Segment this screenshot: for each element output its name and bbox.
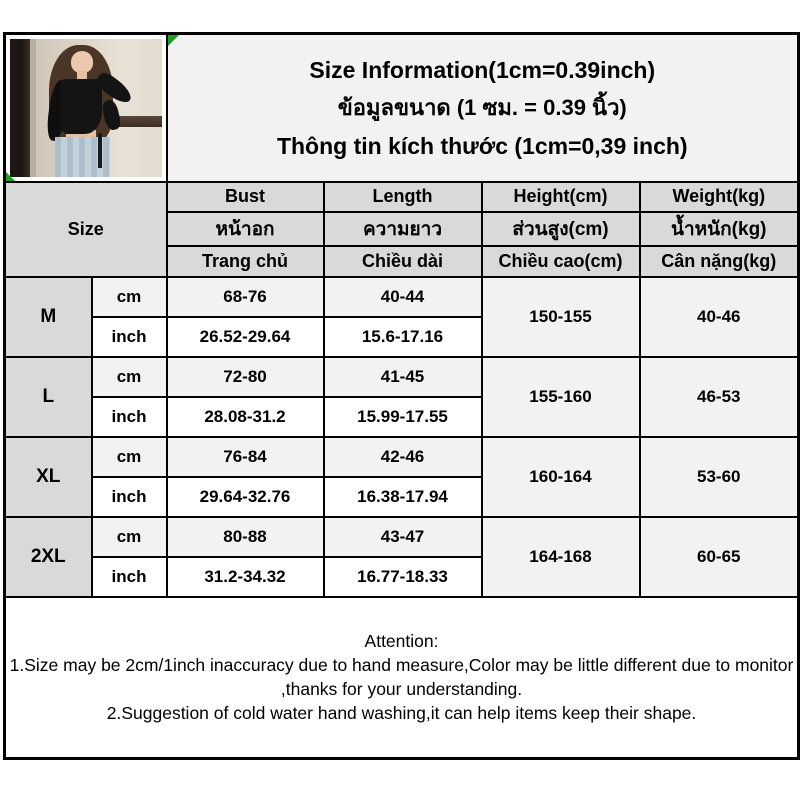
photo-neck-shape bbox=[76, 70, 88, 79]
header-height-th: ส่วนสูง(cm) bbox=[480, 210, 641, 247]
photo-drawstring-shape bbox=[97, 132, 103, 169]
header-bust-th: หน้าอก bbox=[165, 210, 325, 247]
size-label-m: M bbox=[3, 275, 93, 358]
height-value: 155-160 bbox=[480, 355, 641, 438]
length-cm-value: 42-46 bbox=[322, 435, 483, 478]
size-label-l: L bbox=[3, 355, 93, 438]
size-chart-table: Size Information(1cm=0.39inch) ข้อมูลขนา… bbox=[3, 32, 800, 760]
unit-inch-label: inch bbox=[90, 555, 168, 598]
photo-doorframe-shape bbox=[29, 39, 36, 177]
header-bust-en: Bust bbox=[165, 180, 325, 213]
photo-rail-shape bbox=[97, 116, 162, 127]
attention-line-1: 1.Size may be 2cm/1inch inaccuracy due t… bbox=[9, 655, 794, 700]
photo-door-shape bbox=[10, 39, 30, 177]
bust-cm-value: 76-84 bbox=[165, 435, 325, 478]
height-value: 150-155 bbox=[480, 275, 641, 358]
weight-value: 40-46 bbox=[638, 275, 800, 358]
title-vietnamese: Thông tin kích thước (1cm=0,39 inch) bbox=[276, 132, 688, 159]
header-height-vi: Chiều cao(cm) bbox=[480, 244, 641, 278]
length-inch-value: 15.6-17.16 bbox=[322, 315, 483, 358]
header-weight-en: Weight(kg) bbox=[638, 180, 800, 213]
header-weight-th: น้ำหนัก(kg) bbox=[638, 210, 800, 247]
bust-inch-value: 31.2-34.32 bbox=[165, 555, 325, 598]
header-weight-vi: Cân nặng(kg) bbox=[638, 244, 800, 278]
header-bust-vi: Trang chủ bbox=[165, 244, 325, 278]
unit-cm-label: cm bbox=[90, 515, 168, 558]
length-inch-value: 15.99-17.55 bbox=[322, 395, 483, 438]
attention-note: Attention: 1.Size may be 2cm/1inch inacc… bbox=[3, 595, 800, 760]
length-cm-value: 40-44 bbox=[322, 275, 483, 318]
height-value: 164-168 bbox=[480, 515, 641, 598]
size-column-header: Size bbox=[3, 180, 168, 278]
unit-inch-label: inch bbox=[90, 315, 168, 358]
bust-cm-value: 68-76 bbox=[165, 275, 325, 318]
bust-inch-value: 29.64-32.76 bbox=[165, 475, 325, 518]
attention-line-2: 2.Suggestion of cold water hand washing,… bbox=[106, 703, 697, 724]
length-inch-value: 16.38-17.94 bbox=[322, 475, 483, 518]
title-thai: ข้อมูลขนาด (1 ซม. = 0.39 นิ้ว) bbox=[337, 94, 627, 120]
photo-black-top-shape bbox=[59, 78, 103, 134]
header-height-en: Height(cm) bbox=[480, 180, 641, 213]
unit-cm-label: cm bbox=[90, 355, 168, 398]
bust-cm-value: 72-80 bbox=[165, 355, 325, 398]
length-inch-value: 16.77-18.33 bbox=[322, 555, 483, 598]
weight-value: 46-53 bbox=[638, 355, 800, 438]
unit-inch-label: inch bbox=[90, 475, 168, 518]
green-corner-marker-title bbox=[168, 35, 179, 46]
bust-cm-value: 80-88 bbox=[165, 515, 325, 558]
photo-waist-shape bbox=[66, 129, 97, 138]
length-cm-value: 43-47 bbox=[322, 515, 483, 558]
model-photo bbox=[10, 39, 162, 177]
bust-inch-value: 28.08-31.2 bbox=[165, 395, 325, 438]
photo-face-shape bbox=[70, 51, 94, 74]
unit-cm-label: cm bbox=[90, 435, 168, 478]
model-photo-cell bbox=[3, 32, 168, 183]
unit-cm-label: cm bbox=[90, 275, 168, 318]
header-length-en: Length bbox=[322, 180, 483, 213]
title-english: Size Information(1cm=0.39inch) bbox=[309, 56, 656, 83]
weight-value: 53-60 bbox=[638, 435, 800, 518]
unit-inch-label: inch bbox=[90, 395, 168, 438]
size-label-xl: XL bbox=[3, 435, 93, 518]
height-value: 160-164 bbox=[480, 435, 641, 518]
green-corner-marker-photo bbox=[6, 171, 15, 180]
weight-value: 60-65 bbox=[638, 515, 800, 598]
header-length-th: ความยาว bbox=[322, 210, 483, 247]
attention-heading: Attention: bbox=[364, 631, 439, 652]
header-length-vi: Chiều dài bbox=[322, 244, 483, 278]
size-label-2xl: 2XL bbox=[3, 515, 93, 598]
title-cell: Size Information(1cm=0.39inch) ข้อมูลขนา… bbox=[165, 32, 800, 183]
bust-inch-value: 26.52-29.64 bbox=[165, 315, 325, 358]
length-cm-value: 41-45 bbox=[322, 355, 483, 398]
